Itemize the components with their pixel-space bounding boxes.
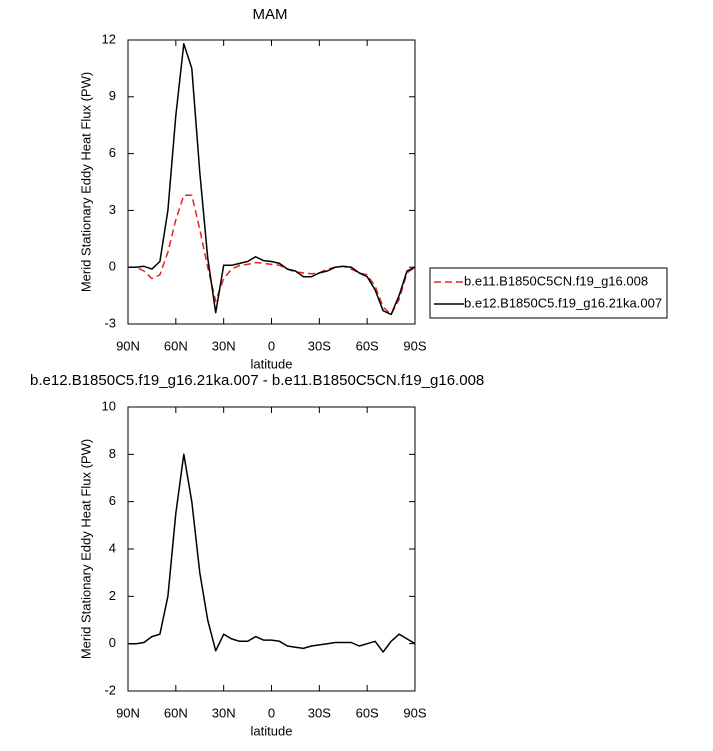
x-tick-label: 30S bbox=[308, 705, 331, 720]
y-tick-label: 6 bbox=[109, 493, 116, 508]
y-tick-label: 2 bbox=[109, 588, 116, 603]
x-tick-label: 90S bbox=[403, 705, 426, 720]
plot-frame bbox=[127, 406, 416, 692]
y-tick-label: 6 bbox=[109, 145, 116, 160]
x-tick-label: 60N bbox=[164, 705, 188, 720]
data-line bbox=[128, 43, 416, 316]
x-tick-label: 30S bbox=[308, 338, 331, 353]
y-tick-label: 9 bbox=[109, 88, 116, 103]
y-tick-label: 8 bbox=[109, 446, 116, 461]
legend-label: b.e12.B1850C5.f19_g16.21ka.007 bbox=[464, 295, 662, 310]
chart-title: MAM bbox=[253, 6, 288, 23]
x-axis-label: latitude bbox=[251, 723, 293, 738]
x-axis-label: latitude bbox=[251, 356, 293, 371]
y-axis-label: Merid Stationary Eddy Heat Flux (PW) bbox=[78, 72, 93, 292]
x-tick-label: 30N bbox=[212, 705, 236, 720]
y-axis-label: Merid Stationary Eddy Heat Flux (PW) bbox=[78, 439, 93, 659]
x-tick-label: 90N bbox=[116, 705, 140, 720]
x-tick-label: 90S bbox=[403, 338, 426, 353]
y-tick-label: 0 bbox=[109, 635, 116, 650]
legend-box bbox=[429, 267, 668, 319]
y-tick-label: 10 bbox=[102, 398, 116, 413]
legend-label: b.e11.B1850C5CN.f19_g16.008 bbox=[464, 273, 648, 288]
data-line bbox=[128, 453, 416, 653]
x-tick-label: 30N bbox=[212, 338, 236, 353]
x-tick-label: 60N bbox=[164, 338, 188, 353]
x-tick-label: 60S bbox=[356, 705, 379, 720]
x-tick-label: 60S bbox=[356, 338, 379, 353]
data-line bbox=[128, 194, 416, 316]
y-tick-label: -2 bbox=[104, 682, 116, 697]
y-tick-label: 4 bbox=[109, 540, 116, 555]
y-tick-label: 0 bbox=[109, 259, 116, 274]
y-tick-label: -3 bbox=[104, 315, 116, 330]
y-tick-label: 3 bbox=[109, 202, 116, 217]
x-tick-label: 90N bbox=[116, 338, 140, 353]
x-tick-label: 0 bbox=[268, 338, 275, 353]
x-tick-label: 0 bbox=[268, 705, 275, 720]
chart-title: b.e12.B1850C5.f19_g16.21ka.007 - b.e11.B… bbox=[30, 372, 484, 389]
y-tick-label: 12 bbox=[102, 31, 116, 46]
